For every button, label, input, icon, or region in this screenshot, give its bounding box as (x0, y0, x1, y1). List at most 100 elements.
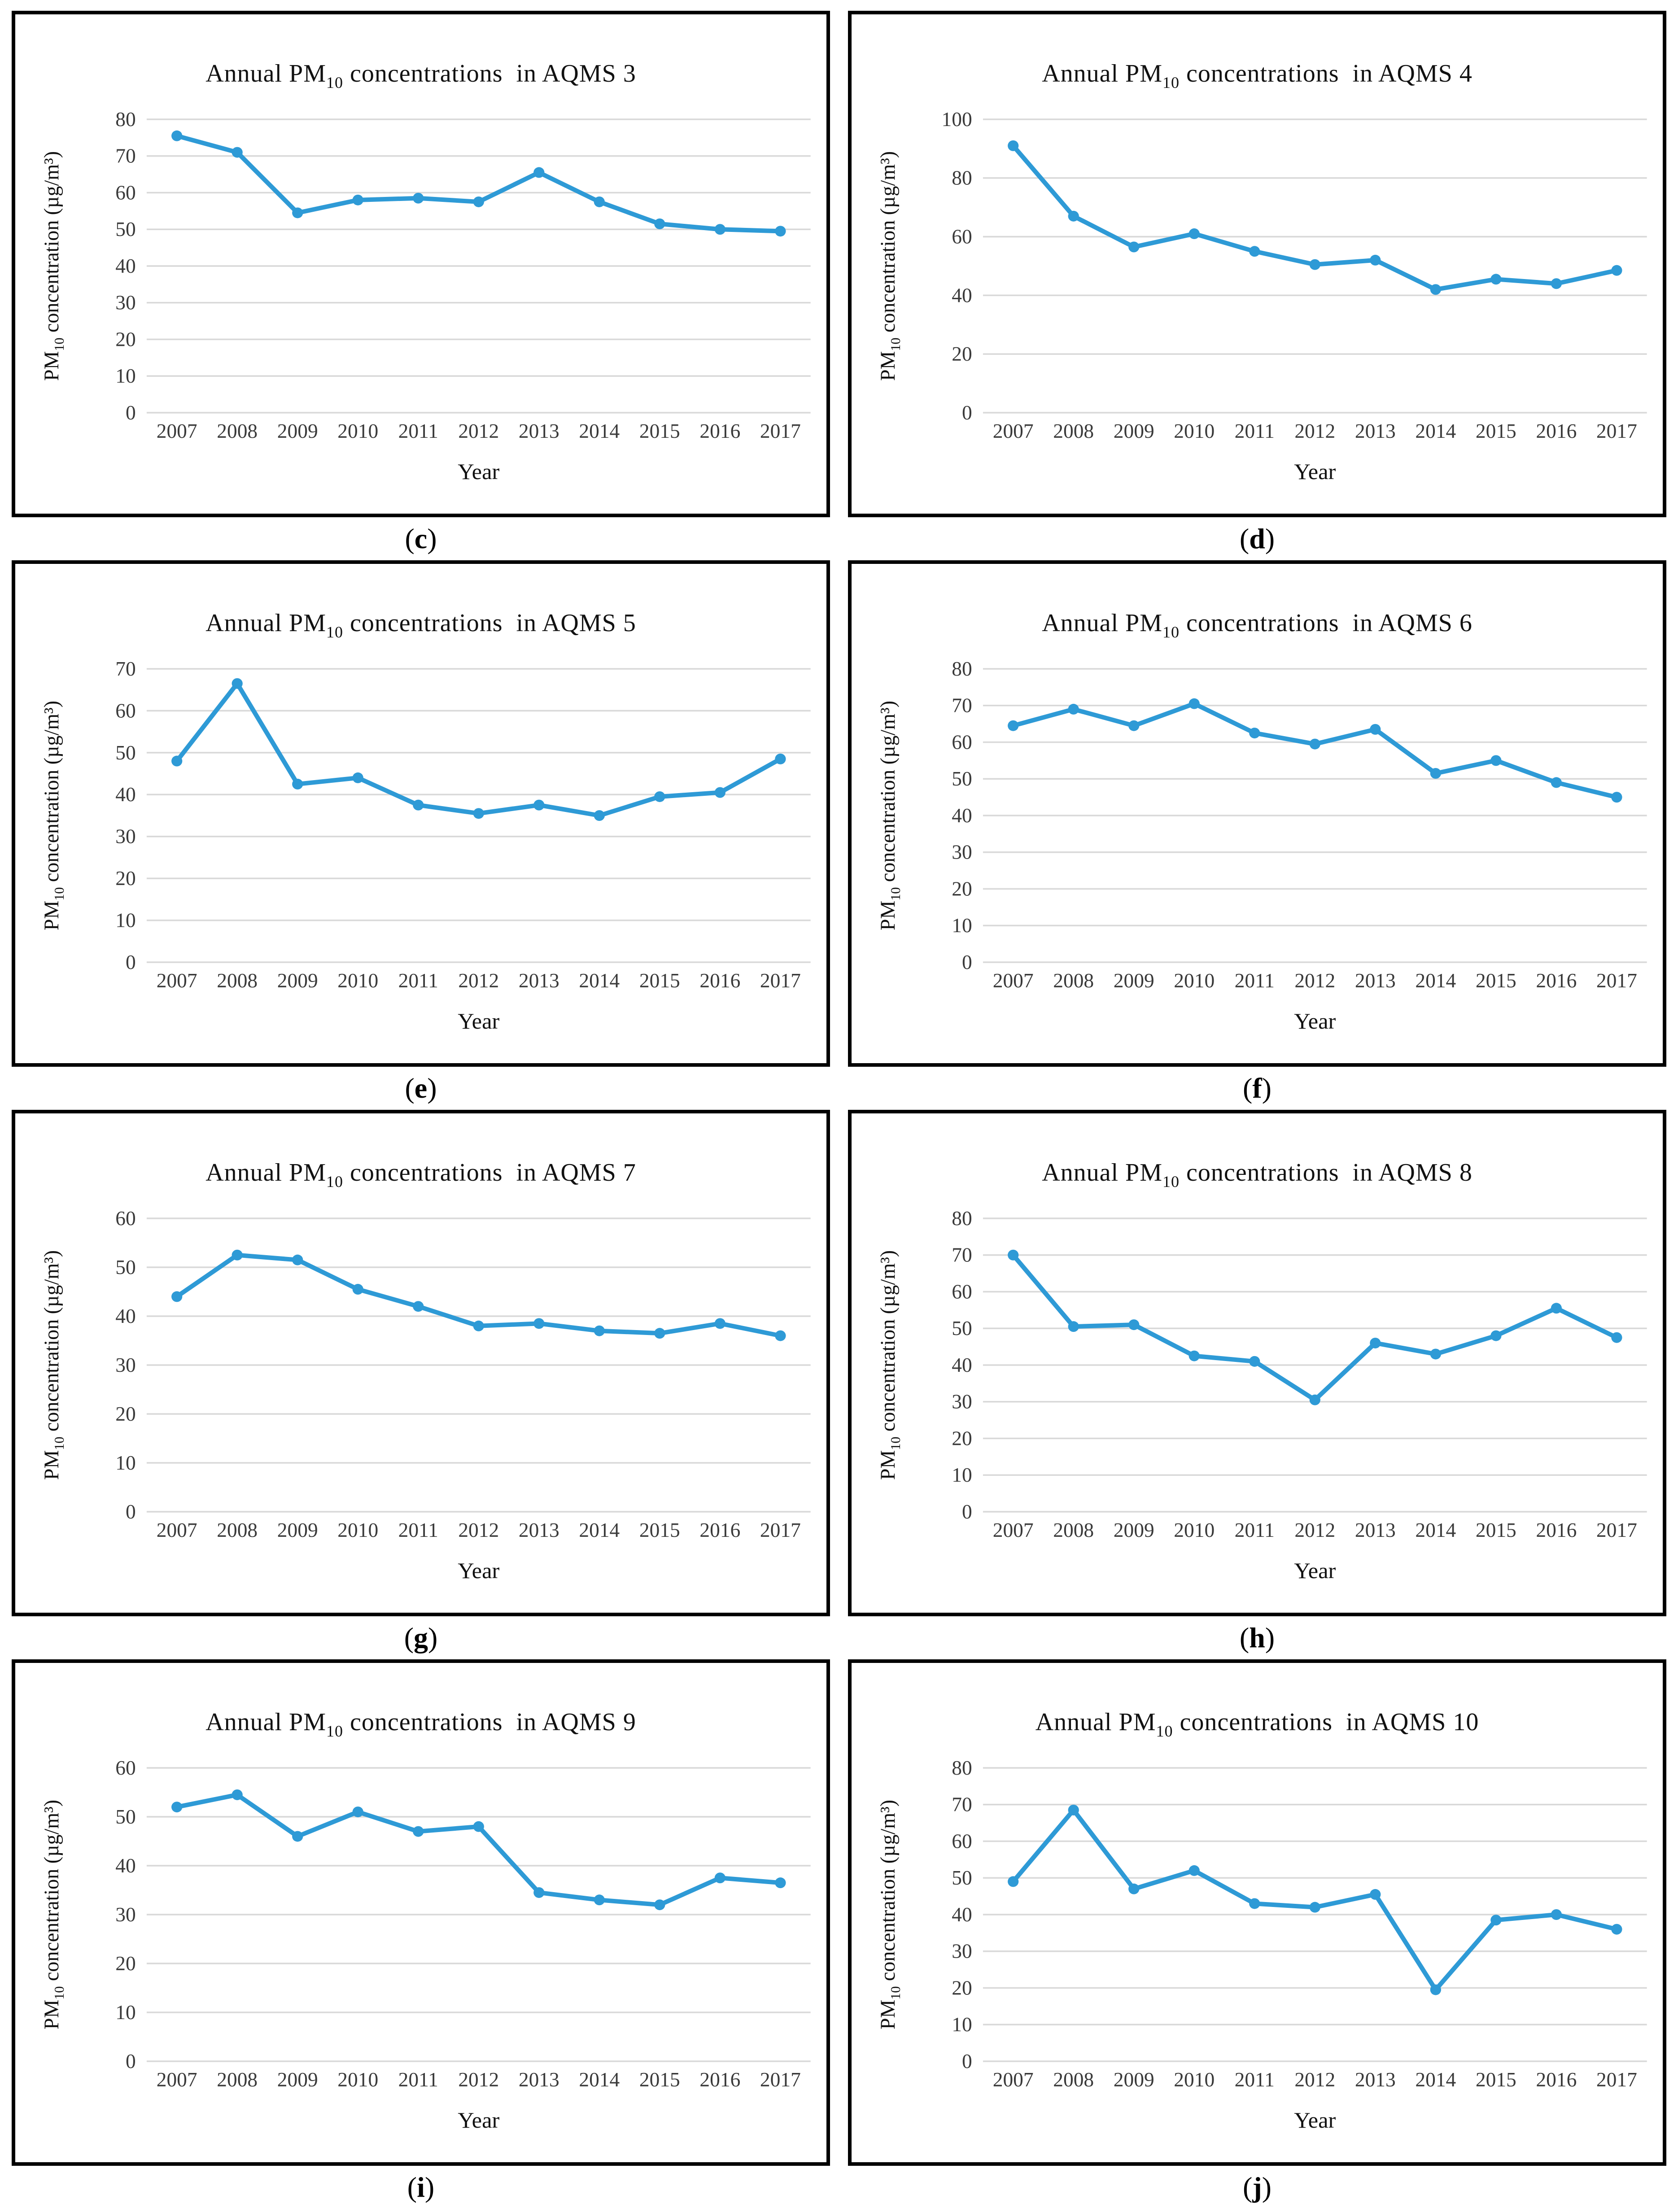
y-tick-label: 20 (952, 1427, 972, 1450)
y-tick-label: 0 (126, 2050, 136, 2072)
data-point-marker (1370, 1889, 1381, 1900)
x-tick-label: 2007 (157, 420, 197, 442)
chart-box: Annual PM10 concentrations in AQMS 7 0 10… (12, 1110, 830, 1616)
data-point-marker (533, 799, 545, 811)
x-tick-label: 2012 (1294, 420, 1335, 442)
x-tick-label: 2012 (458, 420, 499, 442)
data-point-marker (413, 1826, 424, 1837)
data-point-marker (1551, 1909, 1562, 1920)
data-point-marker (1611, 792, 1622, 803)
data-point-marker (594, 196, 605, 207)
y-tick-label: 50 (952, 1867, 972, 1889)
chart-title-text: Annual PM (1042, 609, 1162, 637)
panel-label-paren: ( (1243, 1072, 1253, 1104)
chart-title-text: concentrations in AQMS 6 (1179, 609, 1473, 637)
x-tick-label: 2015 (1476, 2068, 1516, 2091)
data-point-marker (1370, 254, 1381, 266)
y-tick-label: 50 (115, 1256, 135, 1278)
data-point-marker (1370, 724, 1381, 735)
data-point-marker (1068, 210, 1079, 222)
panel-label-paren: ( (405, 523, 415, 554)
y-tick-label: 60 (115, 182, 135, 204)
data-point-marker (1551, 777, 1562, 788)
x-tick-label: 2016 (699, 420, 740, 442)
x-tick-label: 2015 (639, 420, 680, 442)
x-tick-label: 2010 (337, 420, 378, 442)
line-series (1011, 1252, 1619, 1402)
chart-title-subscript: 10 (1162, 1173, 1180, 1191)
x-axis-title: Year (458, 1008, 499, 1034)
panel-label-letter: g (414, 1622, 428, 1654)
panel-label: (c) (12, 517, 830, 560)
x-tick-label: 2013 (519, 2068, 559, 2091)
x-tick-label: 2014 (579, 2068, 620, 2091)
data-point-marker (352, 772, 363, 783)
data-point-marker (714, 787, 725, 798)
data-point-marker (1490, 1330, 1502, 1341)
data-point-marker (1249, 246, 1260, 257)
y-tick-label: 70 (952, 694, 972, 717)
chart-box: Annual PM10 concentrations in AQMS 3 0 10… (12, 11, 830, 517)
data-point-marker (1490, 274, 1502, 285)
x-tick-label: 2015 (639, 969, 680, 992)
x-tick-label: 2010 (1174, 1519, 1215, 1541)
x-tick-label: 2012 (1294, 1519, 1335, 1541)
data-point-marker (292, 1254, 303, 1265)
x-tick-label: 2010 (1174, 420, 1215, 442)
y-tick-label: 60 (952, 1281, 972, 1303)
chart-title: Annual PM10 concentrations in AQMS 5 (15, 609, 826, 641)
y-tick-label: 60 (952, 226, 972, 248)
x-tick-label: 2007 (993, 969, 1034, 992)
x-tick-label: 2016 (699, 969, 740, 992)
line-series (1011, 701, 1619, 800)
data-point-marker (1490, 1915, 1502, 1926)
y-tick-label: 20 (952, 1977, 972, 1999)
x-tick-label: 2017 (1596, 1519, 1637, 1541)
y-tick-label: 60 (115, 1757, 135, 1779)
y-tick-label: 40 (952, 284, 972, 307)
x-tick-label: 2011 (1235, 1519, 1275, 1541)
y-tick-label: 60 (952, 731, 972, 754)
data-point-marker (171, 1802, 183, 1813)
data-point-marker (352, 1806, 363, 1818)
y-tick-label: 20 (115, 1952, 135, 1975)
y-tick-label: 0 (126, 951, 136, 973)
chart-title-text: Annual PM (205, 1159, 326, 1187)
x-axis-title: Year (1294, 2107, 1336, 2133)
x-tick-label: 2017 (760, 2068, 801, 2091)
x-tick-label: 2015 (1476, 969, 1516, 992)
x-tick-label: 2017 (760, 420, 801, 442)
panel-label-letter: i (417, 2171, 425, 2203)
x-tick-label: 2014 (579, 969, 620, 992)
y-tick-label: 40 (115, 255, 135, 277)
x-tick-label: 2012 (458, 1519, 499, 1541)
data-point-marker (1189, 228, 1200, 240)
y-tick-label: 100 (942, 108, 972, 131)
x-tick-label: 2009 (277, 1519, 318, 1541)
chart-plot-g: 0 10 20 30 40 50 60 2007 2008 2009 2010 2011 2012 201… (40, 1207, 811, 1583)
x-tick-label: 2016 (1536, 2068, 1577, 2091)
x-tick-label: 2013 (1355, 969, 1396, 992)
y-tick-label: 70 (952, 1793, 972, 1816)
x-tick-label: 2011 (398, 1519, 438, 1541)
data-point-marker (352, 1284, 363, 1295)
y-tick-label: 40 (952, 804, 972, 827)
chart-box: Annual PM10 concentrations in AQMS 6 0 10… (848, 560, 1666, 1067)
panel-label-paren: ( (1239, 523, 1250, 554)
x-tick-label: 2011 (398, 969, 438, 992)
chart-plot-f: 0 10 20 30 40 50 60 70 80 2007 2008 2009 2010 2011 201… (876, 658, 1647, 1034)
data-point-marker (413, 1301, 424, 1312)
y-tick-label: 10 (115, 1452, 135, 1474)
x-tick-label: 2014 (1415, 1519, 1456, 1541)
y-tick-label: 80 (115, 108, 135, 131)
y-tick-label: 50 (952, 768, 972, 790)
chart-title-text: Annual PM (205, 1708, 326, 1736)
panel-label: (d) (848, 517, 1666, 560)
chart-panel: Annual PM10 concentrations in AQMS 5 0 10… (12, 560, 830, 1110)
x-tick-label: 2008 (1053, 969, 1094, 992)
y-tick-label: 40 (952, 1903, 972, 1926)
panel-label-letter: f (1252, 1072, 1262, 1104)
data-point-marker (1249, 1356, 1260, 1367)
data-point-marker (1490, 755, 1502, 766)
